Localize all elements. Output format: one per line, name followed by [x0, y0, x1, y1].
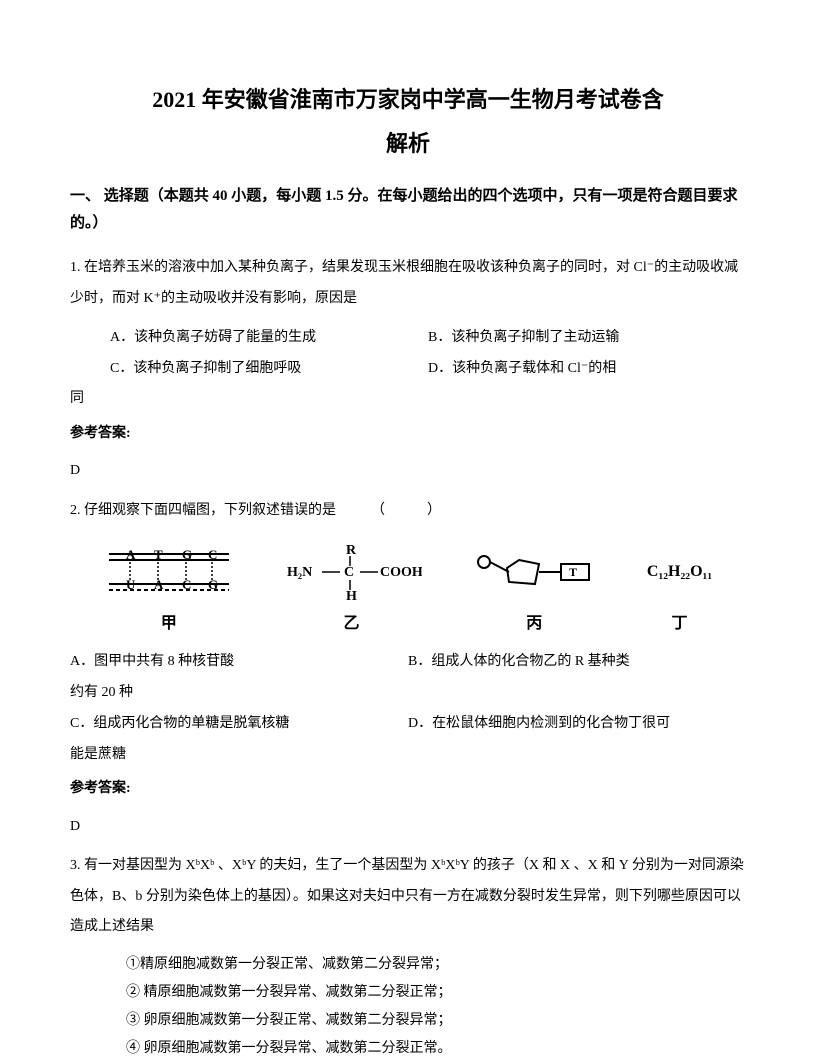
chemical-formula: C₁₂H₂₂O₁₁: [647, 542, 712, 602]
svg-text:H: H: [346, 589, 357, 602]
q1-option-d: D．该种负离子载体和 Cl⁻的相: [428, 354, 746, 385]
question-1-options-row2: C．该种负离子抑制了细胞呼吸 D．该种负离子载体和 Cl⁻的相: [110, 354, 746, 385]
q2-option-d-cont: 能是蔗糖: [70, 740, 746, 771]
question-3-text: 3. 有一对基因型为 XᵇXᵇ 、XᵇY 的夫妇，生了一个基因型为 XᵇXᵇY …: [70, 851, 746, 943]
diagram-jia-label: 甲: [161, 610, 177, 639]
diagram-bing: T 丙: [469, 542, 599, 639]
q2-option-a: A．图甲中共有 8 种核苷酸: [70, 647, 408, 678]
question-1-text: 1. 在培养玉米的溶液中加入某种负离子，结果发现玉米根细胞在吸收该种负离子的同时…: [70, 253, 746, 315]
svg-text:R: R: [346, 543, 357, 558]
svg-text:G: G: [182, 547, 192, 562]
dna-diagram-icon: A T G C U A C G: [104, 542, 234, 602]
diagram-yi-label: 乙: [344, 610, 360, 639]
q2-option-b-cont: 约有 20 种: [70, 678, 746, 709]
q3-item1: ①精原细胞减数第一分裂正常、减数第二分裂异常；: [126, 951, 746, 979]
q2-answer: D: [70, 814, 746, 839]
q3-item2: ② 精原细胞减数第一分裂异常、减数第二分裂正常；: [126, 979, 746, 1007]
svg-text:A: A: [126, 547, 136, 562]
svg-text:U: U: [126, 577, 136, 592]
nucleotide-icon: T: [469, 542, 599, 602]
question-2-text: 2. 仔细观察下面四幅图，下列叙述错误的是 （ ）: [70, 496, 746, 527]
q1-option-a: A．该种负离子妨碍了能量的生成: [110, 323, 428, 354]
svg-text:T: T: [569, 565, 577, 579]
q1-option-b: B．该种负离子抑制了主动运输: [428, 323, 746, 354]
q2-option-c: C．组成丙化合物的单糖是脱氧核糖: [70, 709, 408, 740]
diagram-row: A T G C U A C G 甲 R H₂N C COOH H 乙: [70, 542, 746, 639]
q2-options: A．图甲中共有 8 种核苷酸 B．组成人体的化合物乙的 R 基种类 约有 20 …: [70, 647, 746, 770]
svg-text:COOH: COOH: [380, 565, 422, 580]
q1-option-d-cont: 同: [70, 384, 746, 415]
page-title-line1: 2021 年安徽省淮南市万家岗中学高一生物月考试卷含: [70, 80, 746, 120]
amino-acid-icon: R H₂N C COOH H: [282, 542, 422, 602]
q1-option-c: C．该种负离子抑制了细胞呼吸: [110, 354, 428, 385]
q2-option-b: B．组成人体的化合物乙的 R 基种类: [408, 647, 746, 678]
q2-answer-label: 参考答案:: [70, 776, 746, 801]
diagram-ding: C₁₂H₂₂O₁₁ 丁: [647, 542, 712, 639]
svg-text:C: C: [344, 565, 354, 580]
diagram-jia: A T G C U A C G 甲: [104, 542, 234, 639]
diagram-bing-label: 丙: [526, 610, 542, 639]
svg-text:G: G: [208, 577, 218, 592]
q3-item3: ③ 卵原细胞减数第一分裂正常、减数第二分裂异常；: [126, 1007, 746, 1035]
q3-item4: ④ 卵原细胞减数第一分裂异常、减数第二分裂正常。: [126, 1035, 746, 1063]
section-header: 一、 选择题（本题共 40 小题，每小题 1.5 分。在每小题给出的四个选项中，…: [70, 183, 746, 237]
svg-text:H₂N: H₂N: [287, 565, 312, 580]
q1-answer-label: 参考答案:: [70, 421, 746, 446]
svg-text:A: A: [154, 577, 164, 592]
q3-items: ①精原细胞减数第一分裂正常、减数第二分裂异常； ② 精原细胞减数第一分裂异常、减…: [126, 951, 746, 1063]
svg-text:T: T: [154, 547, 163, 562]
q2-option-d: D．在松鼠体细胞内检测到的化合物丁很可: [408, 709, 746, 740]
q1-answer: D: [70, 458, 746, 483]
question-1-options-row1: A．该种负离子妨碍了能量的生成 B．该种负离子抑制了主动运输: [110, 323, 746, 354]
diagram-ding-label: 丁: [672, 610, 688, 639]
page-title-line2: 解析: [70, 124, 746, 164]
svg-text:C: C: [208, 547, 217, 562]
diagram-yi: R H₂N C COOH H 乙: [282, 542, 422, 639]
